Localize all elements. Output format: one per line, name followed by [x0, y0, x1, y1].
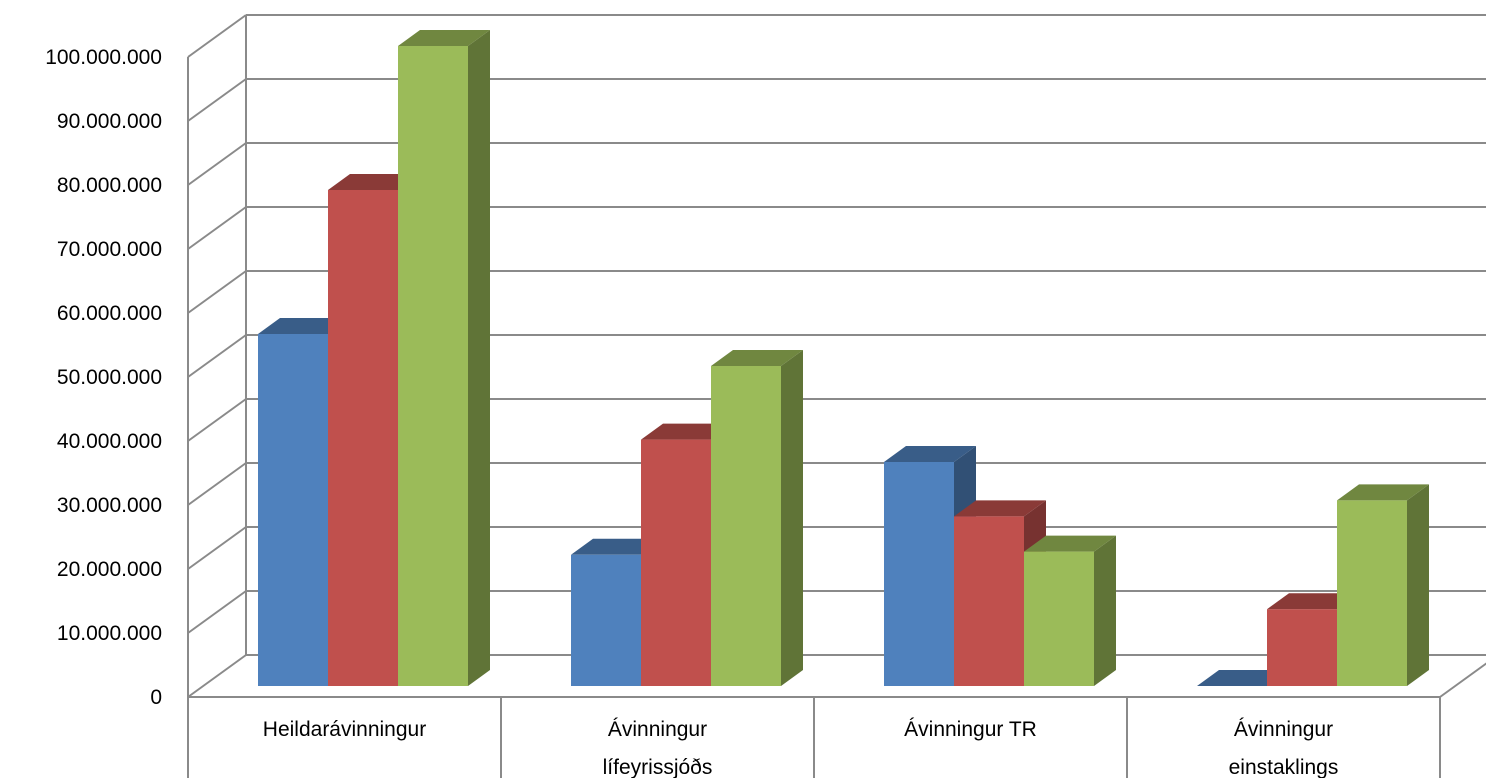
category-label: Heildarávinningur — [263, 718, 426, 741]
bar-top — [884, 446, 976, 462]
bar — [1337, 484, 1429, 686]
y-tick-label: 10.000.000 — [57, 622, 162, 645]
gridline-depth — [187, 270, 247, 314]
bar-top — [711, 350, 803, 366]
bar-top — [328, 174, 420, 190]
bar-front — [884, 462, 954, 686]
y-tick-label: 60.000.000 — [57, 302, 162, 325]
bar-top — [1024, 535, 1116, 552]
bar-top — [954, 500, 1046, 517]
bar-front — [711, 366, 781, 686]
y-tick-label: 70.000.000 — [57, 238, 162, 261]
y-tick-label: 0 — [150, 686, 162, 709]
bar — [398, 30, 490, 686]
gridline-depth — [187, 78, 247, 122]
bar-top — [1337, 484, 1429, 501]
y-tick-label: 100.000.000 — [45, 46, 162, 69]
gridline-depth — [187, 462, 247, 506]
gridline-depth — [187, 14, 247, 58]
y-axis-tick-labels: 0 10.000.000 20.000.000 30.000.000 40.000.00… — [45, 46, 162, 709]
gridline-depth — [187, 206, 247, 250]
bar-top — [258, 318, 350, 334]
bar — [1024, 535, 1116, 686]
y-tick-label: 30.000.000 — [57, 494, 162, 517]
bar-front — [954, 516, 1024, 686]
gridline-depth — [187, 654, 247, 698]
bar-top — [571, 538, 663, 555]
category-label: Ávinningur TR — [904, 718, 1037, 741]
bar-front — [571, 554, 641, 686]
bar-side — [1407, 484, 1429, 686]
category-axis: Heildarávinningur Ávinningur lífeyrissjóðs… — [187, 697, 1441, 778]
gridline-depth — [187, 142, 247, 186]
gridline-depth — [187, 334, 247, 378]
bar-side — [468, 30, 490, 686]
bar-top — [1197, 670, 1289, 686]
bar-side — [781, 350, 803, 686]
bar-top — [641, 423, 733, 440]
bar-top — [1267, 593, 1359, 610]
y-tick-label: 50.000.000 — [57, 366, 162, 389]
bar-front — [328, 190, 398, 686]
bar-side — [1094, 535, 1116, 686]
bar-front — [398, 46, 468, 686]
bar-front — [1267, 609, 1337, 686]
gridline-depth — [187, 590, 247, 634]
y-tick-label: 20.000.000 — [57, 558, 162, 581]
bars — [258, 30, 1429, 686]
y-tick-label: 90.000.000 — [57, 110, 162, 133]
category-label: einstaklings — [1229, 756, 1339, 778]
category-label: lífeyrissjóðs — [603, 756, 713, 778]
bar — [711, 350, 803, 686]
bar-front — [1337, 500, 1407, 686]
bar — [1197, 670, 1289, 686]
floor-right-edge — [1439, 662, 1486, 698]
bar-top — [398, 30, 490, 46]
bar-front — [258, 334, 328, 686]
bar-front — [1024, 551, 1094, 686]
bar-front — [641, 439, 711, 686]
category-label: Ávinningur — [608, 718, 707, 741]
gridline-depth — [187, 526, 247, 570]
gridline-depth — [187, 398, 247, 442]
category-label: Ávinningur — [1234, 718, 1333, 741]
y-tick-label: 80.000.000 — [57, 174, 162, 197]
y-tick-label: 40.000.000 — [57, 430, 162, 453]
